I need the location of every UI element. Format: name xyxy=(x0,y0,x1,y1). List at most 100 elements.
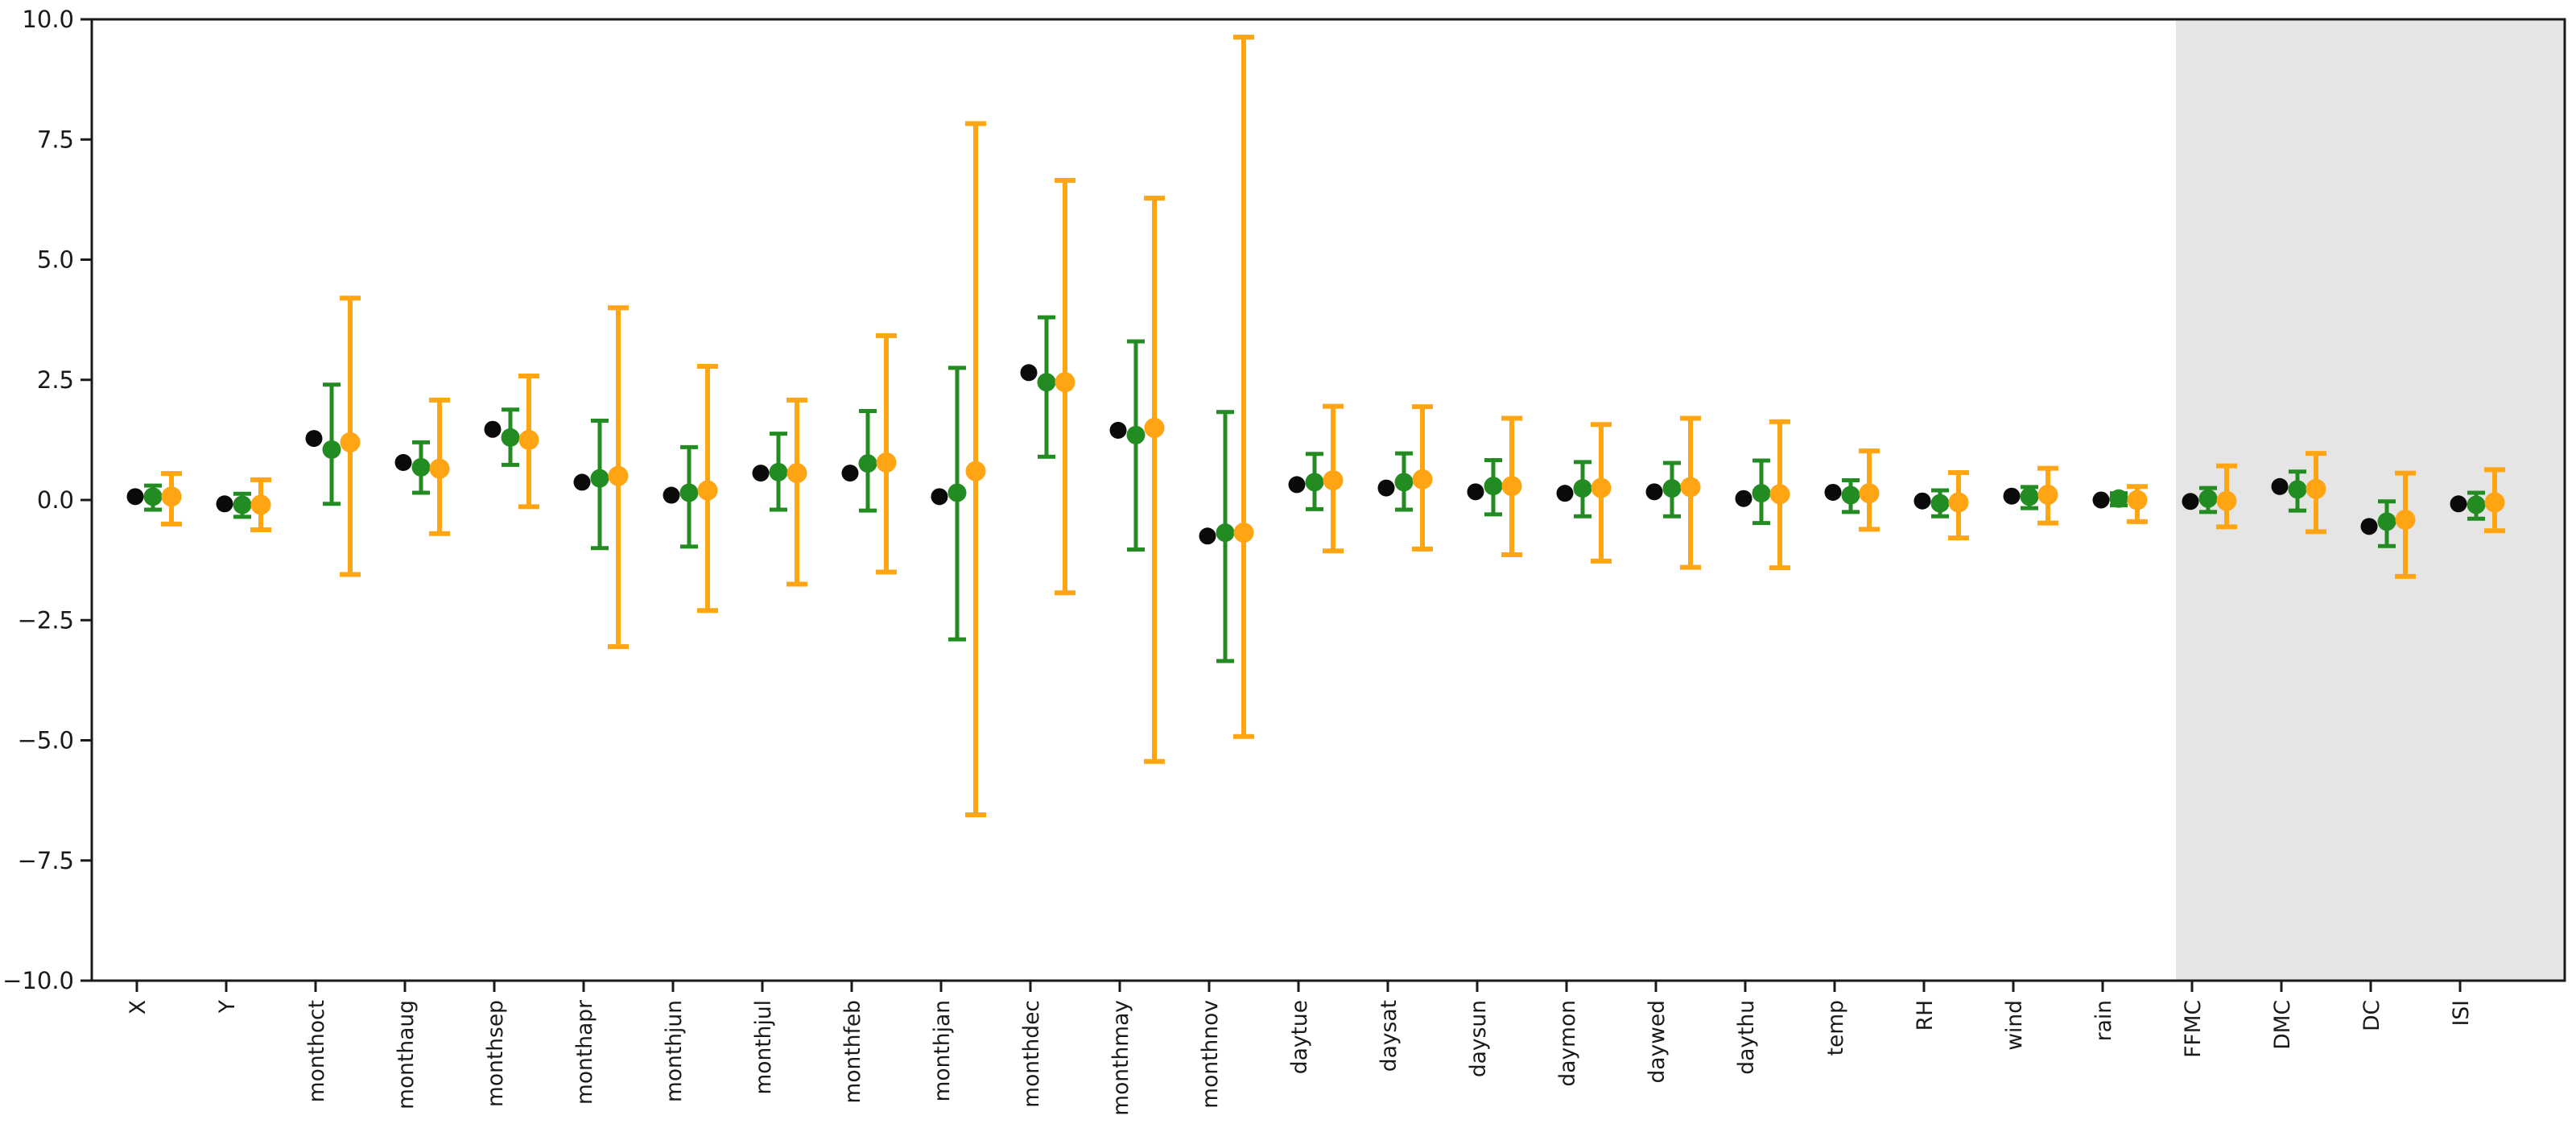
point-monthmay-green-interval xyxy=(1126,425,1146,444)
y-tick-label: 2.5 xyxy=(37,366,74,394)
point-daymon-green-interval xyxy=(1573,479,1592,498)
point-monthnov-green-interval xyxy=(1216,523,1235,543)
point-rain-black-point-estimate xyxy=(2092,491,2110,509)
point-daytue-orange-interval xyxy=(1323,470,1344,491)
point-monthjan-green-interval xyxy=(947,483,967,502)
point-temp-orange-interval xyxy=(1859,483,1880,504)
point-monthoct-orange-interval xyxy=(340,432,361,452)
point-DMC-black-point-estimate xyxy=(2271,477,2289,495)
point-monthnov-orange-interval xyxy=(1233,523,1254,543)
point-monthnov-black-point-estimate xyxy=(1199,527,1216,545)
point-monthaug-orange-interval xyxy=(429,458,450,479)
point-monthjun-black-point-estimate xyxy=(663,486,680,504)
point-daythu-orange-interval xyxy=(1769,484,1790,505)
y-tick-label: 0.0 xyxy=(37,486,74,514)
point-monthjul-orange-interval xyxy=(786,463,807,484)
y-tick-label: 7.5 xyxy=(37,126,74,153)
y-tick-label: −5.0 xyxy=(18,727,74,754)
point-monthoct-green-interval xyxy=(322,440,341,459)
x-tick-label-DMC: DMC xyxy=(2270,1000,2295,1050)
x-tick-label-monthdec: monthdec xyxy=(1019,1000,1044,1108)
point-monthaug-green-interval xyxy=(411,457,431,477)
point-wind-black-point-estimate xyxy=(2003,487,2021,505)
x-tick-label-X: X xyxy=(126,1000,151,1014)
point-daytue-black-point-estimate xyxy=(1288,476,1306,494)
point-RH-green-interval xyxy=(1930,494,1950,513)
point-monthapr-orange-interval xyxy=(608,465,629,486)
point-X-black-point-estimate xyxy=(126,488,144,506)
point-daysun-green-interval xyxy=(1484,477,1503,496)
point-monthfeb-black-point-estimate xyxy=(841,465,859,482)
x-tick-label-ISI: ISI xyxy=(2449,1000,2474,1026)
point-monthsep-black-point-estimate xyxy=(484,420,502,438)
point-ISI-orange-interval xyxy=(2484,492,2505,513)
point-monthapr-black-point-estimate xyxy=(573,473,591,491)
point-temp-green-interval xyxy=(1841,485,1860,505)
point-daythu-green-interval xyxy=(1752,484,1771,503)
point-daysat-green-interval xyxy=(1394,473,1414,492)
point-daysun-orange-interval xyxy=(1501,476,1522,497)
y-tick-label: −2.5 xyxy=(18,606,74,634)
y-tick-label: 5.0 xyxy=(37,246,74,274)
point-FFMC-orange-interval xyxy=(2216,490,2237,511)
point-DC-black-point-estimate xyxy=(2360,518,2378,535)
x-tick-label-Y: Y xyxy=(215,999,240,1014)
x-tick-label-monthnov: monthnov xyxy=(1198,1000,1223,1109)
point-ISI-green-interval xyxy=(2467,495,2486,514)
x-tick-label-wind: wind xyxy=(2002,1000,2027,1051)
point-monthfeb-green-interval xyxy=(858,454,877,473)
x-tick-label-monthsep: monthsep xyxy=(483,1000,508,1107)
point-monthoct-black-point-estimate xyxy=(305,430,323,448)
x-tick-label-daymon: daymon xyxy=(1555,1000,1580,1087)
y-tick-label: −7.5 xyxy=(18,847,74,874)
point-daytue-green-interval xyxy=(1305,473,1324,492)
point-daysat-orange-interval xyxy=(1412,469,1433,490)
point-daywed-green-interval xyxy=(1662,479,1682,498)
point-monthjul-black-point-estimate xyxy=(752,465,770,482)
point-FFMC-green-interval xyxy=(2198,489,2218,508)
point-wind-orange-interval xyxy=(2037,484,2058,505)
x-tick-label-daywed: daywed xyxy=(1645,1000,1670,1084)
x-tick-label-monthjan: monthjan xyxy=(930,1000,955,1101)
point-DC-orange-interval xyxy=(2395,509,2416,530)
point-monthaug-black-point-estimate xyxy=(394,453,412,471)
y-tick-label: −10.0 xyxy=(2,967,74,994)
x-tick-label-daythu: daythu xyxy=(1734,1000,1759,1075)
point-daysat-black-point-estimate xyxy=(1377,479,1395,497)
x-tick-label-monthapr: monthapr xyxy=(572,1000,597,1105)
point-RH-orange-interval xyxy=(1948,492,1969,513)
point-FFMC-black-point-estimate xyxy=(2182,493,2199,510)
point-monthdec-black-point-estimate xyxy=(1020,364,1038,382)
point-monthdec-orange-interval xyxy=(1055,372,1075,393)
point-monthjul-green-interval xyxy=(769,462,788,481)
x-tick-label-daytue: daytue xyxy=(1287,1000,1312,1074)
point-ISI-black-point-estimate xyxy=(2450,495,2467,513)
point-rain-orange-interval xyxy=(2127,490,2148,510)
point-Y-green-interval xyxy=(233,495,252,514)
point-X-green-interval xyxy=(143,487,163,506)
point-DMC-green-interval xyxy=(2288,480,2307,499)
point-DC-green-interval xyxy=(2377,512,2396,531)
point-monthmay-black-point-estimate xyxy=(1109,421,1127,439)
point-daythu-black-point-estimate xyxy=(1735,490,1752,507)
point-monthjan-black-point-estimate xyxy=(931,488,948,506)
x-tick-label-monthjun: monthjun xyxy=(662,1000,687,1102)
point-monthjun-orange-interval xyxy=(697,480,718,501)
point-monthsep-orange-interval xyxy=(518,429,539,450)
x-tick-label-FFMC: FFMC xyxy=(2181,1000,2206,1058)
point-DMC-orange-interval xyxy=(2306,478,2326,499)
x-tick-label-daysat: daysat xyxy=(1377,1000,1402,1072)
x-tick-label-temp: temp xyxy=(1823,1000,1848,1056)
x-tick-label-RH: RH xyxy=(1913,1000,1938,1031)
point-RH-black-point-estimate xyxy=(1913,492,1931,510)
point-daywed-orange-interval xyxy=(1680,477,1701,498)
x-tick-label-rain: rain xyxy=(2091,1000,2116,1041)
point-rain-green-interval xyxy=(2109,489,2128,508)
point-daymon-black-point-estimate xyxy=(1556,485,1574,502)
point-temp-black-point-estimate xyxy=(1824,483,1842,501)
point-daysun-black-point-estimate xyxy=(1467,483,1484,501)
point-monthdec-green-interval xyxy=(1037,373,1056,392)
x-tick-label-daysun: daysun xyxy=(1466,1000,1491,1077)
